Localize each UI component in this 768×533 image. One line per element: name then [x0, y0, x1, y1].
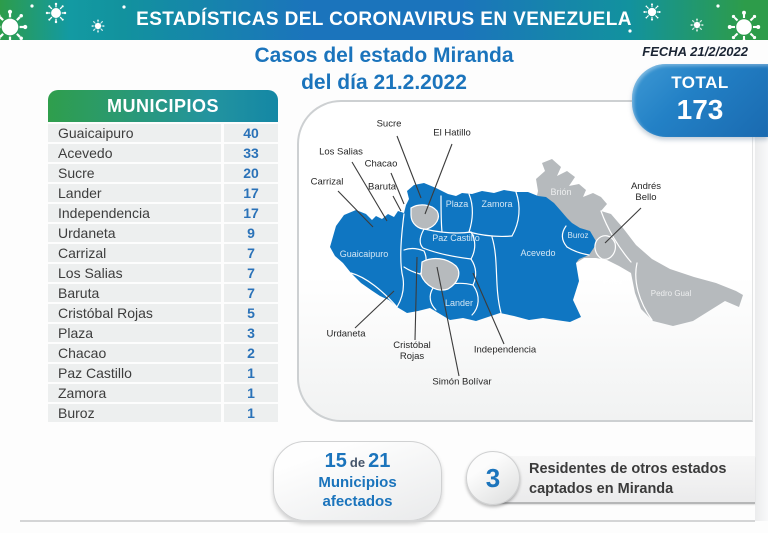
residents-count-badge: 3: [466, 451, 520, 505]
table-row: Guaicaipuro 40: [48, 124, 278, 142]
residents-line2: captados en Miranda: [529, 481, 674, 497]
map-callout-label-simon-bolivar: Simón Bolívar: [432, 376, 492, 388]
subtitle-line1: Casos del estado Miranda: [254, 44, 514, 67]
municipality-name: Carrizal: [48, 244, 221, 262]
table-row: Paz Castillo 1: [48, 364, 278, 382]
municipality-name: Chacao: [48, 344, 221, 362]
table-row: Plaza 3: [48, 324, 278, 342]
table-row: Baruta 7: [48, 284, 278, 302]
map-callout-label-carrizal: Carrizal: [310, 176, 344, 188]
municipality-name: Los Salias: [48, 264, 221, 282]
map-callout-label-andres-bello: Andrés Bello: [630, 181, 662, 203]
map-callout-label-chacao: Chacao: [364, 158, 398, 170]
affected-counts: 15 de 21: [274, 450, 441, 473]
table-row: Carrizal 7: [48, 244, 278, 262]
municipality-name: Paz Castillo: [48, 364, 221, 382]
total-value: 173: [676, 94, 724, 125]
table-row: Cristóbal Rojas 5: [48, 304, 278, 322]
affected-separator: de: [349, 455, 366, 470]
municipality-name: Baruta: [48, 284, 221, 302]
table-row: Sucre 20: [48, 164, 278, 182]
municipality-count: 1: [224, 404, 278, 422]
municipality-count: 40: [224, 124, 278, 142]
total-label: TOTAL: [671, 73, 729, 92]
map-callout-label-sucre: Sucre: [376, 118, 402, 130]
municipality-count: 3: [224, 324, 278, 342]
table-row: Lander 17: [48, 184, 278, 202]
affected-total: 21: [368, 450, 391, 472]
municipality-name: Sucre: [48, 164, 221, 182]
table-row: Buroz 1: [48, 404, 278, 422]
map-card: [297, 100, 753, 422]
affected-municipalities-badge: 15 de 21 Municipios afectados: [273, 441, 442, 521]
municipality-count: 17: [224, 204, 278, 222]
map-callout-label-cristobal-rojas: Cristóbal Rojas: [393, 340, 431, 362]
municipality-count: 9: [224, 224, 278, 242]
page-edge-strip: [755, 137, 768, 521]
municipality-name: Buroz: [48, 404, 221, 422]
municipality-count: 7: [224, 264, 278, 282]
table-row: Chacao 2: [48, 344, 278, 362]
municipality-name: Independencia: [48, 204, 221, 222]
total-badge: TOTAL 173: [632, 64, 768, 137]
municipality-count: 33: [224, 144, 278, 162]
page-title: ESTADÍSTICAS DEL CORONAVIRUS EN VENEZUEL…: [136, 9, 632, 30]
residents-line1: Residentes de otros estados: [529, 461, 727, 477]
table-row: Independencia 17: [48, 204, 278, 222]
map-callout-label-urdaneta: Urdaneta: [326, 328, 366, 340]
table-row: Urdaneta 9: [48, 224, 278, 242]
municipality-count: 7: [224, 284, 278, 302]
subtitle: Casos del estado Miranda del día 21.2.20…: [0, 42, 768, 96]
municipality-count: 5: [224, 304, 278, 322]
municipality-name: Zamora: [48, 384, 221, 402]
map-callout-label-el-hatillo: El Hatillo: [433, 127, 471, 139]
map-callout-label-los-salias: Los Salias: [319, 146, 363, 158]
residents-text: Residentes de otros estados captados en …: [493, 456, 755, 499]
residents-bar: Residentes de otros estados captados en …: [493, 456, 755, 504]
date-label: FECHA 21/2/2022: [642, 44, 748, 59]
header-bar: ESTADÍSTICAS DEL CORONAVIRUS EN VENEZUEL…: [0, 0, 768, 40]
subtitle-line2: del día 21.2.2022: [301, 71, 467, 94]
affected-label-line2: Municipios: [318, 474, 397, 491]
affected-count: 15: [324, 450, 347, 472]
municipality-name: Acevedo: [48, 144, 221, 162]
municipality-count: 2: [224, 344, 278, 362]
municipality-count: 1: [224, 384, 278, 402]
municipality-count: 7: [224, 244, 278, 262]
affected-label-line3: afectados: [322, 493, 393, 510]
municipality-count: 20: [224, 164, 278, 182]
map-callout-label-baruta: Baruta: [368, 181, 396, 193]
municipality-name: Plaza: [48, 324, 221, 342]
municipios-table-header: MUNICIPIOS: [48, 90, 278, 122]
municipality-count: 17: [224, 184, 278, 202]
municipality-name: Guaicaipuro: [48, 124, 221, 142]
municipality-name: Urdaneta: [48, 224, 221, 242]
table-row: Los Salias 7: [48, 264, 278, 282]
municipality-name: Cristóbal Rojas: [48, 304, 221, 322]
table-row: Acevedo 33: [48, 144, 278, 162]
municipios-table: MUNICIPIOS Guaicaipuro 40 Acevedo 33 Sucre…: [48, 90, 278, 422]
municipality-count: 1: [224, 364, 278, 382]
map-callout-label-independencia: Independencia: [473, 344, 537, 356]
table-row: Zamora 1: [48, 384, 278, 402]
municipality-name: Lander: [48, 184, 221, 202]
bottom-divider: [20, 520, 755, 522]
